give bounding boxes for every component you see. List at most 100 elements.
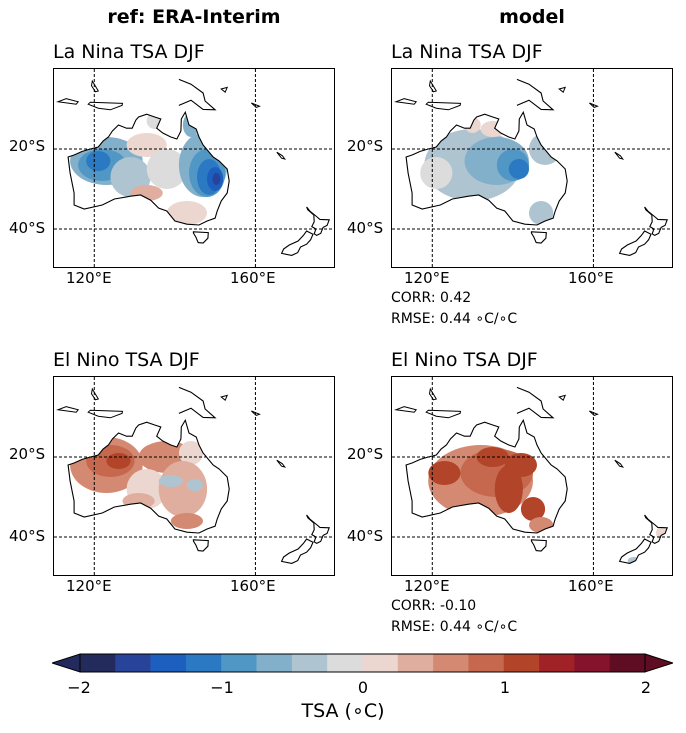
map-svg	[392, 69, 672, 267]
coastline	[67, 110, 230, 226]
coastline-island	[87, 409, 124, 419]
coastline	[405, 110, 568, 226]
xtick-120e-model-elnino: 120°E	[404, 577, 450, 595]
tsa-contour	[392, 377, 412, 389]
coastline	[192, 539, 209, 552]
tsa-contour	[212, 173, 221, 185]
tsa-contour	[86, 151, 111, 171]
colorbar-segment	[503, 654, 540, 672]
panel-title-ref-elnino: El Nino TSA DJF	[53, 349, 200, 371]
ytick-20s-model-lanina: 20°S	[347, 137, 384, 155]
xtick-120e-ref-lanina: 120°E	[66, 269, 112, 287]
tsa-contour	[186, 479, 204, 491]
coastline-island	[90, 79, 100, 93]
ytick-20s-ref-elnino: 20°S	[9, 445, 46, 463]
tsa-contour	[146, 149, 187, 189]
tsa-contour	[428, 461, 461, 485]
panel-title-ref-lanina: La Nina TSA DJF	[53, 41, 205, 63]
coastline-island	[276, 459, 287, 468]
coastline-island	[220, 394, 229, 402]
colorbar-segment	[291, 654, 328, 672]
coastline-island	[56, 98, 80, 105]
coastline-new-guinea	[516, 78, 555, 111]
xtick-120e-model-lanina: 120°E	[404, 269, 450, 287]
colorbar-segment	[80, 654, 116, 672]
colorbar-segment	[433, 654, 469, 672]
colorbar-segment	[468, 654, 505, 672]
coastline-island	[394, 406, 418, 413]
colorbar-extend-high	[644, 653, 675, 673]
map-ref-lanina	[53, 68, 335, 268]
colorbar-tick-m1: −1	[210, 678, 234, 697]
coastline	[644, 514, 668, 545]
coastline	[405, 418, 568, 534]
tsa-contour	[480, 121, 505, 137]
colorbar-extend-low	[50, 653, 81, 673]
coastline-island	[425, 101, 462, 111]
colorbar-tick-1: 1	[499, 678, 511, 697]
colorbar-segment	[327, 654, 363, 672]
map-svg	[392, 377, 672, 575]
tsa-contour	[131, 403, 155, 415]
coastline-island	[614, 459, 625, 468]
coastline	[280, 230, 314, 256]
colorbar-tick-2: 2	[640, 678, 652, 697]
colorbar-segment	[221, 654, 257, 672]
tsa-field	[392, 377, 668, 564]
coastline	[67, 418, 230, 534]
tsa-contour	[520, 497, 546, 521]
coastline	[618, 538, 652, 564]
map-model-lanina	[391, 68, 673, 268]
colorbar-segment	[185, 654, 222, 672]
panel-title-model-lanina: La Nina TSA DJF	[391, 41, 543, 63]
xtick-160e-ref-lanina: 160°E	[230, 269, 276, 287]
tsa-contour	[420, 157, 453, 189]
tsa-contour	[122, 493, 155, 509]
coastline	[530, 539, 547, 552]
colorbar-label: TSA (∘C)	[301, 700, 385, 722]
colorbar-frame	[79, 653, 646, 673]
xtick-160e-ref-elnino: 160°E	[230, 577, 276, 595]
ytick-20s-model-elnino: 20°S	[347, 445, 384, 463]
coastline-new-guinea	[516, 386, 555, 419]
map-svg	[54, 377, 334, 575]
coastline-island	[56, 406, 80, 413]
tsa-contour	[126, 133, 167, 157]
xtick-120e-ref-elnino: 120°E	[66, 577, 112, 595]
coastline	[618, 230, 652, 256]
coastline-island	[87, 101, 124, 111]
tsa-contour	[504, 453, 537, 477]
corr-elnino: CORR: -0.10	[391, 598, 477, 614]
colorbar-tick-0: 0	[357, 678, 369, 697]
tsa-contour	[178, 441, 204, 465]
coastline-new-guinea	[178, 78, 217, 111]
coastline-island	[558, 86, 567, 94]
colorbar-segment	[574, 654, 610, 672]
tsa-contour	[469, 91, 493, 103]
tsa-contour	[182, 113, 200, 137]
colorbar-segment	[397, 654, 434, 672]
ytick-20s-ref-lanina: 20°S	[9, 137, 46, 155]
coastline	[644, 206, 668, 237]
xtick-160e-model-elnino: 160°E	[568, 577, 614, 595]
coastline-island	[394, 98, 418, 105]
tsa-contour	[106, 453, 131, 469]
model-column-title: model	[499, 6, 565, 28]
coastline-new-guinea	[178, 386, 217, 419]
coastline-island	[428, 79, 438, 93]
coastline	[530, 231, 547, 244]
coastline-island	[428, 387, 438, 401]
map-svg	[54, 69, 334, 267]
coastline-island	[614, 151, 625, 160]
map-ref-elnino	[53, 376, 335, 576]
coastline-island	[90, 387, 100, 401]
tsa-contour	[529, 201, 554, 225]
tsa-contour	[170, 513, 203, 529]
tsa-field	[68, 112, 330, 256]
colorbar-segment	[150, 654, 187, 672]
colorbar-segment	[609, 654, 646, 672]
coastline-island	[425, 409, 462, 419]
rmse-elnino: RMSE: 0.44 ∘C/∘C	[391, 619, 518, 635]
corr-lanina: CORR: 0.42	[391, 290, 472, 306]
coastline-island	[220, 86, 229, 94]
